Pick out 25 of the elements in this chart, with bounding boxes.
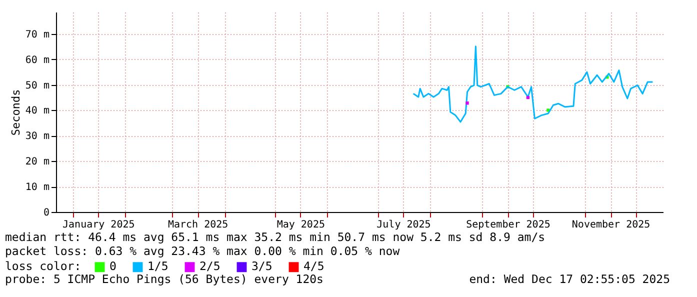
legend-label: 3/5 [252,259,272,274]
legend-label: 1/5 [148,259,168,274]
y-tick-label: 20 m [25,156,50,168]
x-tick-label: July 2025 [376,220,431,230]
text: end: Wed Dec 17 02:55:05 2025 [469,272,670,286]
legend-label: 0 [110,259,116,274]
y-tick-label: 10 m [25,182,50,194]
legend-title: loss color: [5,259,82,273]
y-axis-title: Seconds [9,89,22,136]
y-tick-label: 50 m [25,80,50,92]
x-tick-label: September 2025 [466,220,550,230]
legend-label: 4/5 [304,259,324,274]
y-tick-label: 40 m [25,106,50,117]
text: probe: 5 ICMP Echo Pings (56 Bytes) every 120s [5,272,324,286]
y-tick-label: 60 m [25,54,50,66]
text: packet loss: 0.63 % avg 23.43 % max 0.00 % min 0.05 % now [5,244,400,258]
x-tick-label: May 2025 [276,220,325,230]
text: median rtt: 46.4 ms avg 65.1 ms max 35.2 ms min 50.7 ms now 5.2 ms sd 8.9 am/s [5,230,546,244]
y-tick-label: 70 m [25,29,50,40]
x-tick-label: November 2025 [572,220,650,230]
y-tick-label: 0 [43,208,50,218]
x-tick-label: March 2025 [168,220,228,230]
y-tick-label: 30 m [25,131,50,142]
legend-label: 2/5 [200,259,220,274]
x-tick-label: January 2025 [62,220,135,230]
